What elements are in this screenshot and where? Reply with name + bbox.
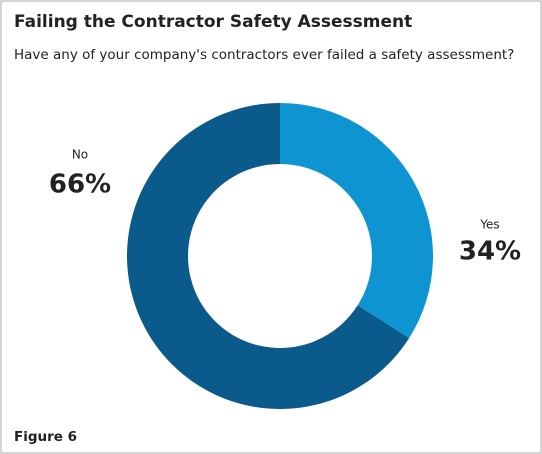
caption: Figure 6 (14, 429, 77, 445)
slice-value-label: 34% (459, 237, 521, 267)
slice-value-label: 66% (49, 170, 111, 200)
donut-slice (280, 103, 433, 338)
slice-name: Yes (479, 218, 499, 232)
donut-slice (126, 103, 410, 410)
chart-title: Failing the Contractor Safety Assessment (14, 12, 412, 32)
slice-name: No (72, 148, 88, 162)
chart-subtitle: Have any of your company's contractors e… (14, 47, 514, 63)
